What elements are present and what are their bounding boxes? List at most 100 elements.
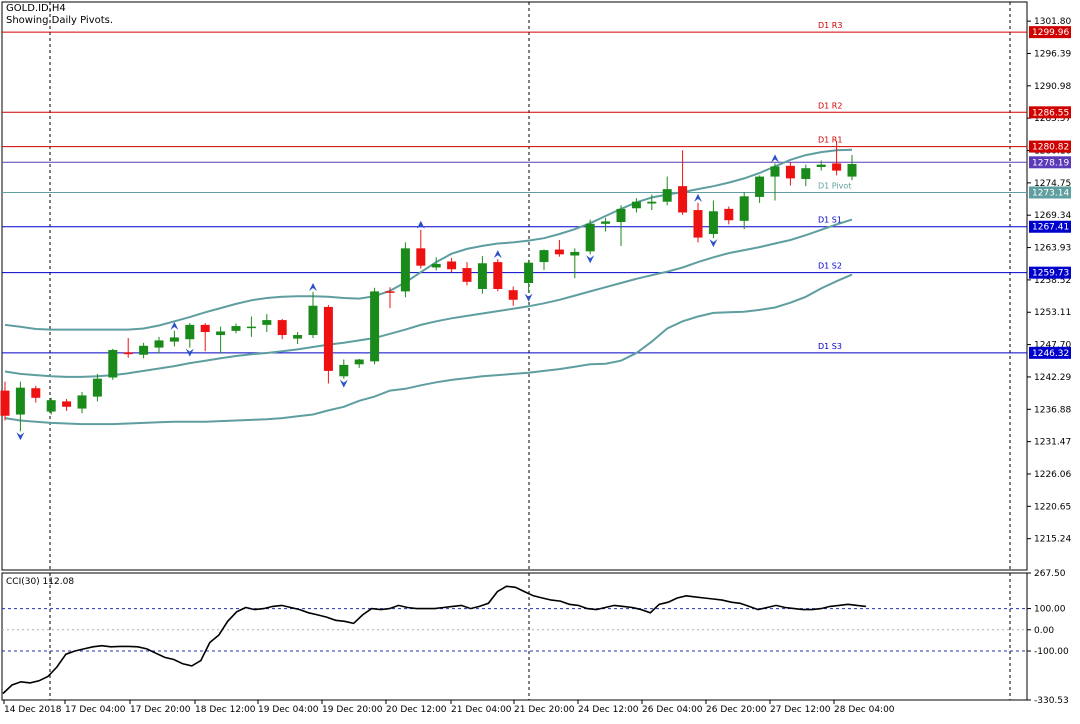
cci-tick-label-3: -100.00 [1034,647,1069,657]
pivot-price-label-4: 1273.14 [1032,188,1069,198]
pivot-name-label-2: D1 R1 [818,136,842,145]
candle-body-33 [508,290,518,300]
pivot-name-label-7: D1 S3 [818,342,842,351]
candle-body-46 [708,211,718,234]
price-tick-label-5: 1274.75 [1034,179,1071,189]
price-tick-label-3: 1285.57 [1034,114,1071,124]
candle-body-23 [354,359,364,365]
cci-line [2,585,867,695]
candle-body-32 [493,262,503,289]
candle-body-36 [554,249,564,255]
candle-body-25 [385,291,395,293]
price-tick-label-6: 1269.34 [1034,211,1071,221]
time-tick-label-0: 14 Dec 2018 [4,705,62,715]
candle-body-55 [847,164,857,177]
fractal-up-arrow-3 [493,250,502,259]
candle-body-9 [139,345,149,355]
candle-body-42 [647,201,657,204]
price-tick-label-2: 1290.98 [1034,82,1071,92]
pivot-price-tag-4 [1029,186,1071,199]
bollinger-upper-band [4,148,853,331]
price-tick-label-11: 1242.29 [1034,373,1071,383]
cci-title: CCI(30) 112.08 [6,577,74,587]
candle-body-13 [200,324,210,333]
pivot-price-label-1: 1286.55 [1032,108,1069,118]
time-tick-label-11: 26 Dec 20:00 [706,705,767,715]
candle-body-52 [801,168,811,179]
pivot-price-label-7: 1246.32 [1032,349,1069,359]
candle-body-34 [524,262,534,284]
candle-body-19 [293,335,303,339]
time-tick-label-10: 26 Dec 04:00 [642,705,703,715]
pivot-price-tag-1 [1029,106,1071,119]
candle-body-3 [46,400,56,412]
price-tick-label-13: 1231.47 [1034,438,1071,448]
pivot-price-label-3: 1278.19 [1032,158,1069,168]
candle-body-4 [62,401,72,407]
time-tick-label-6: 20 Dec 12:00 [386,705,447,715]
time-tick-label-12: 27 Dec 12:00 [770,705,831,715]
time-tick-label-5: 19 Dec 20:00 [322,705,383,715]
price-tick-label-14: 1226.06 [1034,470,1071,480]
candle-body-40 [616,208,626,223]
time-tick-label-3: 18 Dec 12:00 [195,705,256,715]
fractal-up-arrow-5 [771,154,779,163]
pivot-price-tag-5 [1029,220,1071,233]
fractal-down-arrow-5 [709,239,718,248]
candle-body-47 [724,208,734,221]
time-tick-label-7: 21 Dec 04:00 [451,705,512,715]
price-tick-label-1: 1296.39 [1034,49,1071,59]
cci-tick-label-4: -330.53 [1034,696,1069,706]
fractal-up-arrow-4 [694,193,702,202]
candle-body-38 [585,223,595,252]
candle-body-0 [0,390,10,416]
candle-body-6 [92,378,102,397]
candle-body-10 [154,340,164,348]
candle-body-18 [277,320,287,336]
pivot-price-label-2: 1280.82 [1032,143,1069,153]
candle-body-53 [816,164,826,168]
pivot-price-tag-6 [1029,266,1071,279]
pivot-price-label-5: 1267.41 [1032,223,1069,233]
pivot-name-label-4: D1 Pivot [818,181,851,190]
candle-body-45 [693,210,703,238]
candle-body-14 [216,331,226,336]
candle-body-37 [570,251,580,256]
pivot-price-tag-0 [1029,26,1071,39]
candle-body-8 [123,352,133,355]
time-tick-label-4: 19 Dec 04:00 [258,705,319,715]
bollinger-lower-band [4,273,853,426]
candle-body-22 [339,364,349,377]
price-tick-label-16: 1215.24 [1034,535,1071,545]
pivot-name-label-1: D1 R2 [818,101,842,110]
candle-body-5 [77,395,87,409]
candle-body-29 [447,261,457,270]
candle-body-16 [246,326,256,329]
cci-pane-frame [1,572,1028,701]
fractal-down-arrow-0 [16,432,25,441]
pivot-name-label-6: D1 S2 [818,262,842,271]
fractal-down-arrow-2 [339,379,348,388]
candle-body-17 [262,320,272,325]
candle-body-7 [108,349,118,378]
time-tick-label-9: 24 Dec 12:00 [578,705,639,715]
candle-body-49 [755,176,765,197]
candle-body-2 [31,388,41,398]
pivot-price-label-0: 1299.96 [1032,28,1069,38]
time-tick-label-1: 17 Dec 04:00 [65,705,126,715]
symbol-label: GOLD.ID,H4 [6,3,66,14]
candle-body-15 [231,326,241,331]
pivot-price-tag-2 [1029,140,1071,153]
price-tick-label-9: 1253.11 [1034,308,1071,318]
cci-tick-label-0: 267.50 [1034,569,1066,579]
candle-body-48 [739,196,749,221]
candle-body-11 [169,337,179,342]
cci-tick-label-1: 100.00 [1034,605,1066,615]
bollinger-middle-band [4,218,853,378]
candle-body-31 [477,263,487,289]
candle-body-1 [15,387,25,415]
price-tick-label-10: 1247.70 [1034,341,1071,351]
candle-body-54 [832,163,842,171]
